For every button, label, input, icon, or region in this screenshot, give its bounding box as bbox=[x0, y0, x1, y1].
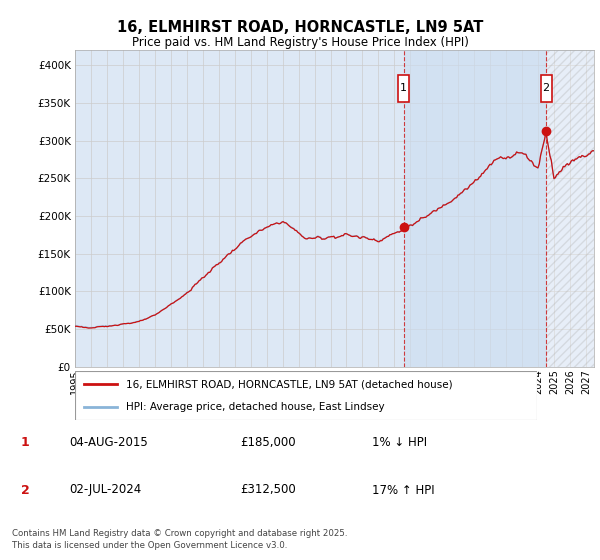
Bar bbox=[546, 50, 594, 367]
Text: 02-JUL-2024: 02-JUL-2024 bbox=[69, 483, 141, 497]
Text: HPI: Average price, detached house, East Lindsey: HPI: Average price, detached house, East… bbox=[126, 402, 385, 412]
Text: 16, ELMHIRST ROAD, HORNCASTLE, LN9 5AT (detached house): 16, ELMHIRST ROAD, HORNCASTLE, LN9 5AT (… bbox=[126, 379, 452, 389]
Text: Price paid vs. HM Land Registry's House Price Index (HPI): Price paid vs. HM Land Registry's House … bbox=[131, 36, 469, 49]
Text: £312,500: £312,500 bbox=[240, 483, 296, 497]
Text: 1% ↓ HPI: 1% ↓ HPI bbox=[372, 436, 427, 449]
Text: Contains HM Land Registry data © Crown copyright and database right 2025.
This d: Contains HM Land Registry data © Crown c… bbox=[12, 529, 347, 550]
Text: 17% ↑ HPI: 17% ↑ HPI bbox=[372, 483, 434, 497]
Text: 04-AUG-2015: 04-AUG-2015 bbox=[69, 436, 148, 449]
Text: 2: 2 bbox=[542, 83, 550, 93]
Bar bbox=[404, 50, 546, 367]
Text: 16, ELMHIRST ROAD, HORNCASTLE, LN9 5AT: 16, ELMHIRST ROAD, HORNCASTLE, LN9 5AT bbox=[117, 20, 483, 35]
FancyBboxPatch shape bbox=[398, 74, 409, 101]
FancyBboxPatch shape bbox=[541, 74, 551, 101]
Text: 2: 2 bbox=[20, 483, 29, 497]
Text: £185,000: £185,000 bbox=[240, 436, 296, 449]
Text: 1: 1 bbox=[400, 83, 407, 93]
Text: 1: 1 bbox=[20, 436, 29, 449]
